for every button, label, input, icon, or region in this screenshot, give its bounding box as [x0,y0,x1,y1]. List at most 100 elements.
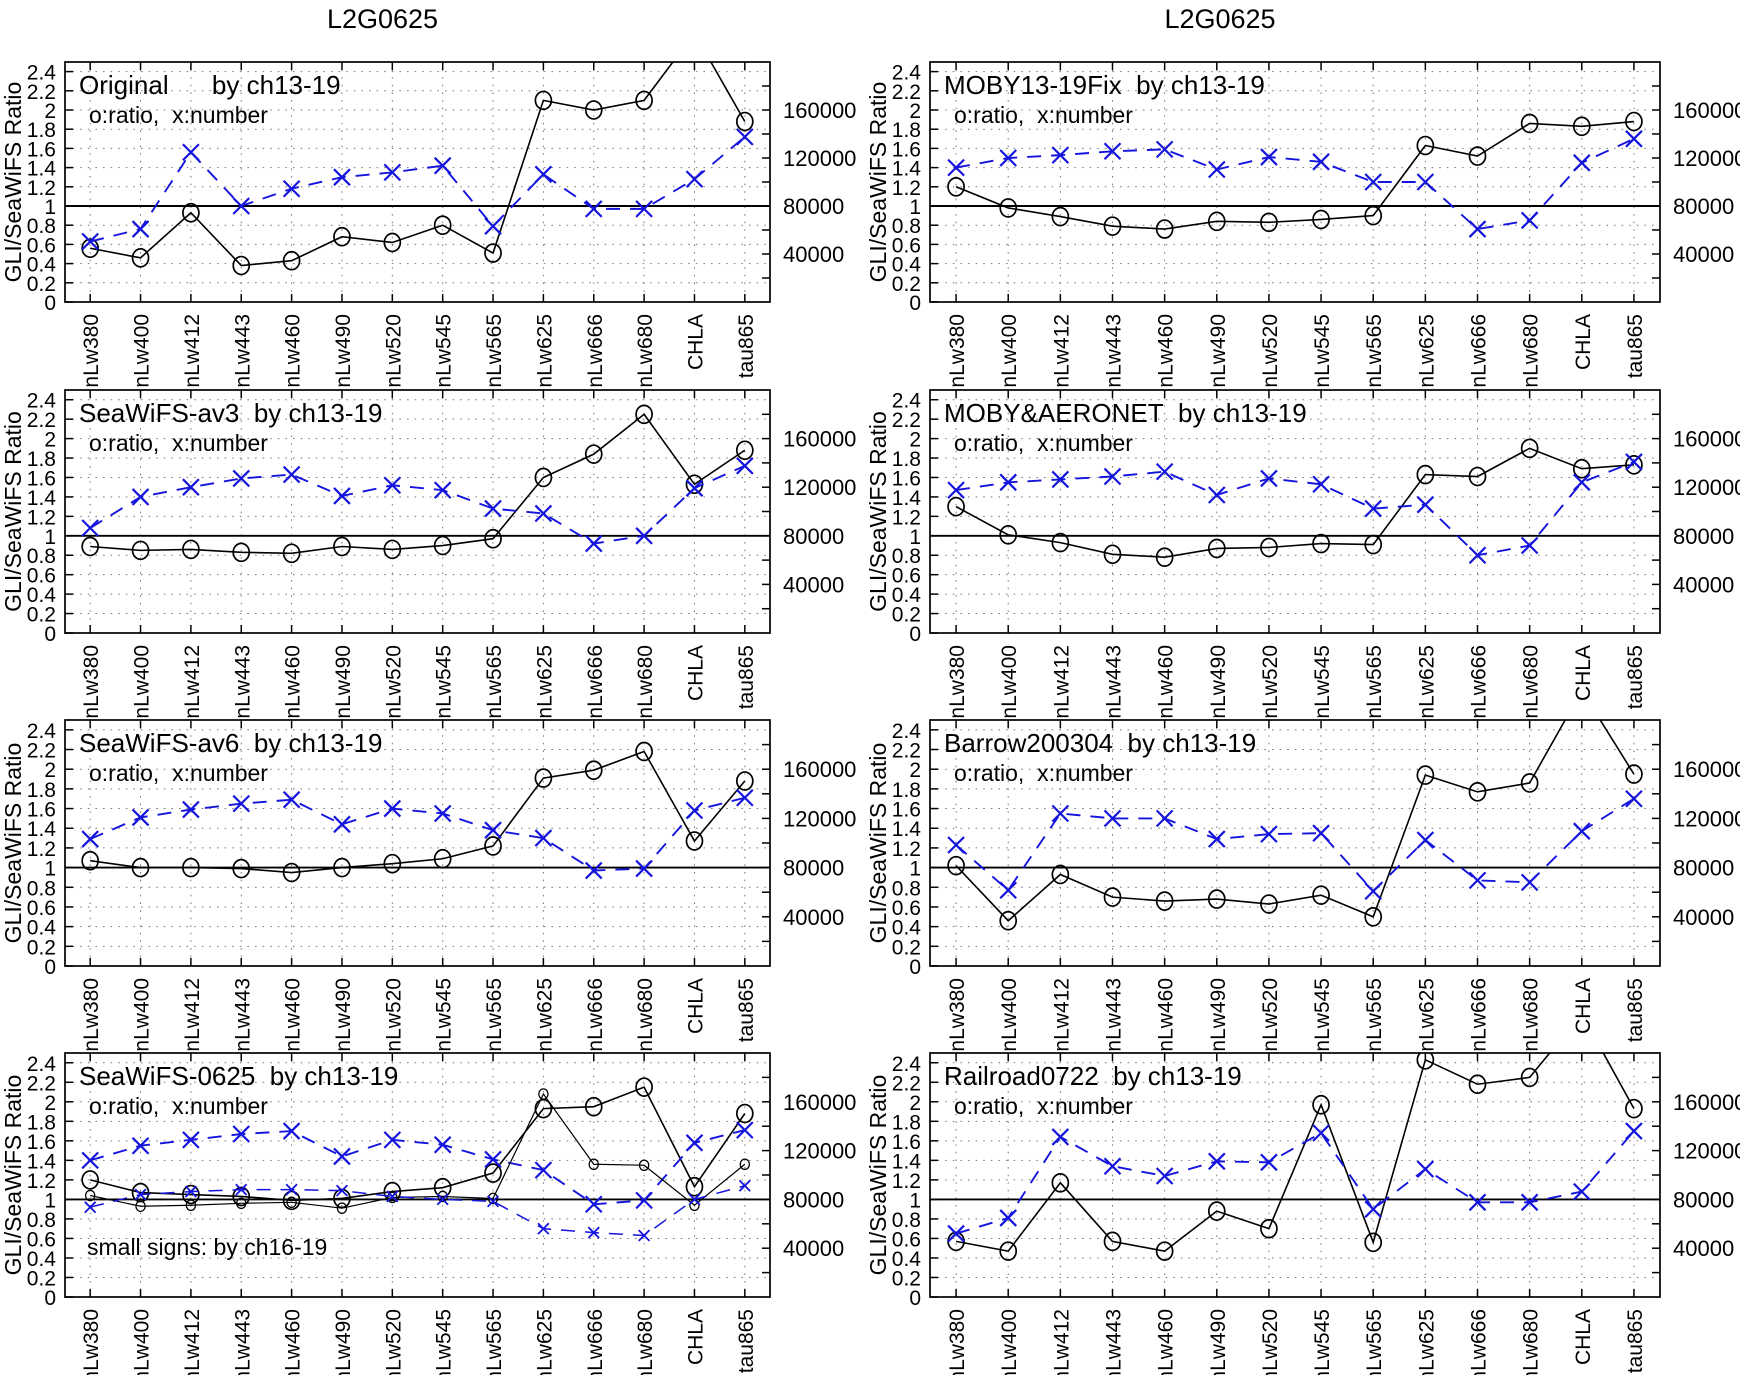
x-tick-label: nLw412 [181,1309,204,1375]
y2-tick-label: 160000 [1673,427,1740,452]
circle-marker [81,536,100,557]
circle-marker [437,1190,448,1203]
y-tick-label: 2 [909,1092,921,1115]
x-marker [738,1179,751,1192]
series-number-ch16-19 [84,1179,751,1242]
x-marker [947,158,965,177]
y-tick-label: 0 [909,956,921,979]
chart-seawifs-0625: SeaWiFS‑0625 by ch13‑19o:ratio, x:number… [0,1052,856,1375]
x-marker [282,179,301,198]
circle-marker [584,444,603,464]
circle-marker [1364,534,1383,555]
circle-marker [232,542,251,563]
y-tick-label: 1.2 [27,838,56,861]
x-tick-label: nLw680 [634,978,657,1052]
y-tick-label: 1.6 [27,799,56,822]
y-tick-label: 2.4 [27,1053,57,1076]
x-tick-label: nLw443 [231,1309,254,1375]
circle-marker [1364,1232,1383,1253]
series-number [947,453,1643,565]
y-tick-label: 1 [909,526,921,549]
circle-marker [333,226,351,247]
x-marker [1208,486,1226,504]
x-marker [1155,1167,1174,1185]
x-tick-label: nLw490 [332,978,355,1052]
circle-marker [336,1202,348,1214]
x-marker [333,1147,351,1166]
x-marker [1364,1200,1382,1218]
x-marker [335,1184,349,1197]
y-tick-label: 1 [44,196,56,219]
circle-marker [1416,464,1435,485]
grid [930,390,1660,633]
x-marker [638,1229,651,1242]
chart-heading: Original by ch13‑19 [79,70,341,100]
x-marker [81,519,99,537]
x-marker [1312,824,1330,842]
x-marker [182,800,200,819]
y2-tick-label: 160000 [783,98,856,123]
y2-tick-label: 40000 [1673,572,1734,597]
x-marker [433,1135,452,1154]
series-line-number [89,796,746,872]
x-marker [1625,1122,1643,1140]
x-marker [537,1222,550,1235]
y-tick-label: 0.8 [27,877,56,900]
x-marker [947,836,965,854]
x-tick-label: nLw443 [1103,314,1126,388]
x-marker [232,469,251,488]
series-line-ratio [955,447,1634,558]
y-tick-label: 0.8 [27,215,56,238]
y-tick-label: 1.2 [27,177,56,200]
y-tick-label: 1.8 [892,1111,921,1134]
circle-marker [1312,885,1330,905]
y-tick-label: 0 [909,292,921,315]
right-column-title: L2G0625 [1164,4,1276,34]
circle-marker [433,215,452,236]
y-tick-label: 0.8 [892,545,921,568]
x-tick-label: nLw460 [282,645,305,719]
x-tick-label: tau865 [1624,978,1647,1042]
x-tick-label: nLw380 [80,645,103,719]
circle-marker [333,857,351,878]
x-marker [685,801,704,820]
circle-marker [686,24,702,42]
x-marker [81,1151,99,1170]
y-tick-label: 2.2 [27,1072,56,1095]
x-marker [534,504,553,523]
y-tick-label: 0.4 [892,254,922,277]
circle-marker [232,1186,251,1207]
circle-marker [1625,764,1643,784]
chart-heading: SeaWiFS‑av6 by ch13‑19 [79,728,382,758]
x-tick-label: nLw412 [1050,645,1073,719]
x-marker [285,1183,298,1196]
circle-marker [534,768,553,788]
circle-marker [1260,894,1278,914]
circle-marker [999,198,1018,218]
chart-legend: o:ratio, x:number [954,1093,1133,1119]
y-tick-label: 1.8 [27,448,56,471]
x-tick-label: nLw380 [946,645,969,719]
circle-marker [947,855,965,876]
y-tick-label: 0.8 [27,545,56,568]
circle-marker [282,1190,301,1211]
x-tick-label: nLw520 [382,978,405,1052]
x-tick-label: nLw380 [80,314,103,388]
y-tick-label: 1 [909,1189,921,1212]
y2-tick-label: 80000 [783,856,844,881]
y-tick-label: 0.6 [27,565,56,588]
x-tick-label: CHLA [1572,645,1595,701]
x-marker [1416,831,1435,849]
x-marker [1155,462,1174,481]
y-tick-label: 0.6 [892,565,921,588]
circle-marker [433,535,452,556]
x-marker [1416,1160,1435,1178]
x-tick-label: nLw565 [1363,314,1386,388]
y-tick-label: 2.2 [27,740,56,763]
y2-tick-label: 80000 [783,194,844,219]
x-marker [1416,173,1435,191]
y-axis-label: GLI/SeaWiFS Ratio [865,82,891,283]
y-tick-label: 1.8 [892,779,921,802]
circle-marker [685,1176,704,1197]
y-axis-label: GLI/SeaWiFS Ratio [865,743,891,944]
